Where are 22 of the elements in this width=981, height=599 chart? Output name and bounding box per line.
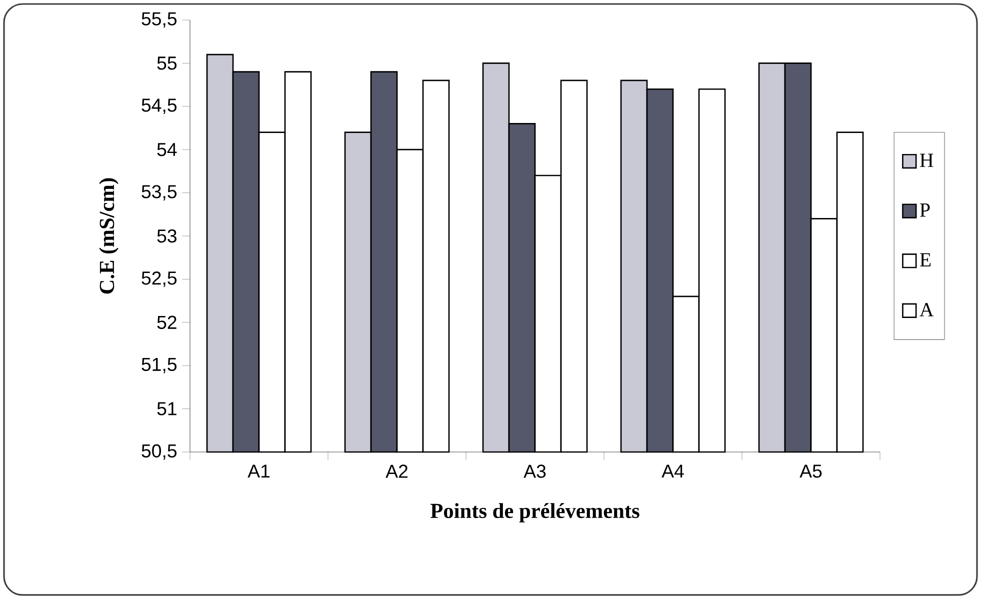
y-tick-label: 51 <box>157 402 176 416</box>
x-axis-title: Points de prélévements <box>430 503 640 522</box>
y-tick-label: 51,5 <box>142 358 177 374</box>
x-tick-label: A4 <box>662 464 684 478</box>
y-tick-label: 50,5 <box>142 444 177 460</box>
y-tick-label: 55,5 <box>142 12 177 28</box>
y-axis-title: C.E (mS/cm) <box>99 178 118 294</box>
y-tick-label: 52 <box>157 316 176 330</box>
y-tick-label: 52,5 <box>142 271 177 287</box>
legend-label: E <box>920 253 931 266</box>
legend-label: P <box>920 204 930 217</box>
y-tick-label: 53,5 <box>142 185 177 200</box>
legend-label: H <box>920 154 934 167</box>
y-tick-label: 54 <box>157 143 177 156</box>
x-tick-label: A1 <box>248 464 270 478</box>
y-tick-label: 53 <box>157 229 176 243</box>
x-tick-label: A3 <box>524 464 546 478</box>
y-tick-label: 54,5 <box>142 98 177 114</box>
x-tick-label: A5 <box>800 464 822 478</box>
x-tick-label: A2 <box>386 464 408 478</box>
y-tick-label: 55 <box>157 56 177 70</box>
legend-label: A <box>920 303 934 316</box>
